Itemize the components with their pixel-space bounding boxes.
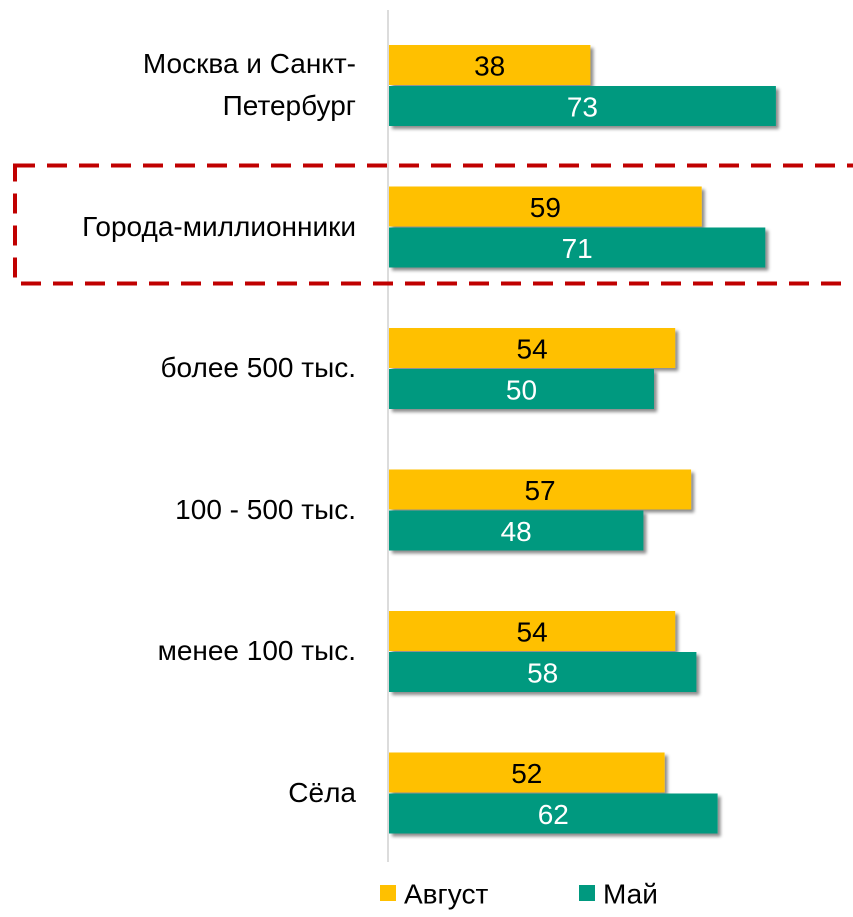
- bar: [389, 611, 676, 651]
- bar: [389, 227, 766, 268]
- bar: [389, 752, 665, 793]
- value-label: 58: [527, 658, 558, 689]
- bar: [389, 328, 676, 368]
- value-label: 57: [524, 475, 555, 506]
- legend-swatch: [380, 885, 396, 901]
- bar: [389, 469, 692, 510]
- bar: [389, 369, 654, 409]
- category-label: более 500 тыс.: [160, 352, 356, 383]
- legend-label: Август: [404, 879, 488, 910]
- value-label: 62: [538, 799, 569, 830]
- bar: [389, 45, 591, 85]
- value-label: 71: [562, 233, 593, 264]
- value-label: 54: [517, 617, 548, 648]
- bar: [389, 186, 702, 227]
- category-label: Города-миллионники: [82, 210, 356, 242]
- value-label: 54: [517, 334, 548, 365]
- value-label: 38: [474, 51, 505, 82]
- value-label: 52: [511, 758, 542, 789]
- category-label: 100 - 500 тыс.: [175, 493, 356, 525]
- value-label: 59: [530, 192, 561, 223]
- value-label: 50: [506, 375, 537, 406]
- category-label: Москва и Санкт-Петербург: [142, 48, 356, 121]
- highlight-box: [13, 163, 853, 286]
- legend-label: Май: [603, 879, 658, 910]
- bar: [389, 510, 644, 551]
- category-label: менее 100 тыс.: [157, 635, 356, 666]
- value-label: 48: [501, 516, 532, 547]
- bar: [389, 652, 697, 692]
- bar: [389, 86, 776, 126]
- category-label: Сёла: [288, 776, 356, 808]
- legend-swatch: [579, 885, 595, 901]
- value-label: 73: [567, 92, 598, 123]
- bar: [389, 793, 718, 834]
